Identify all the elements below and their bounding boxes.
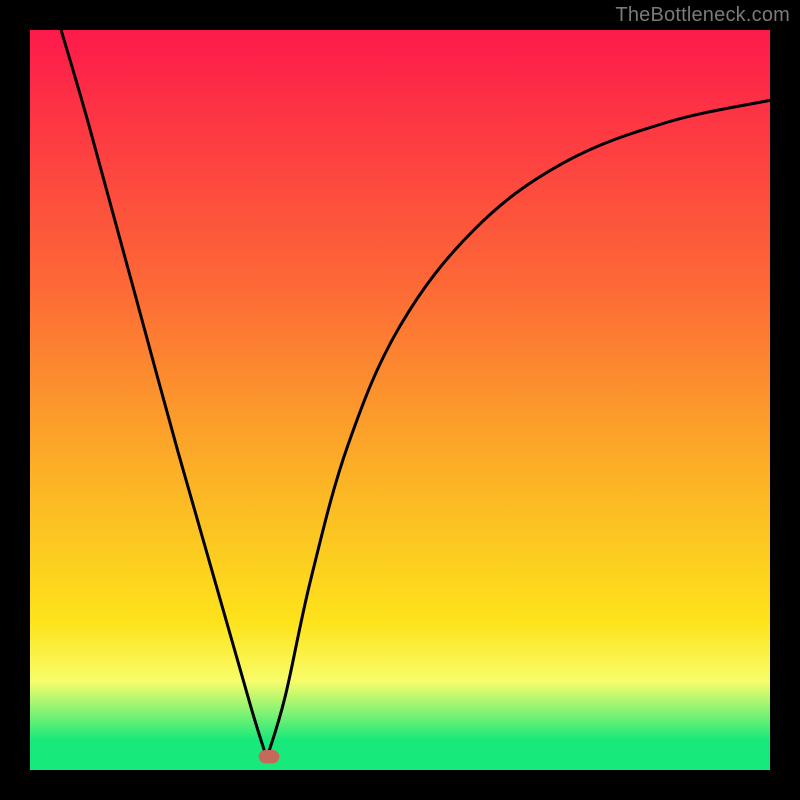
minimum-marker bbox=[259, 750, 280, 763]
plot-area bbox=[30, 30, 770, 770]
curve-svg bbox=[30, 30, 770, 770]
curve-left-branch bbox=[61, 30, 267, 758]
curve-right-branch bbox=[267, 100, 770, 758]
chart-canvas: TheBottleneck.com bbox=[0, 0, 800, 800]
watermark-text: TheBottleneck.com bbox=[615, 4, 790, 27]
